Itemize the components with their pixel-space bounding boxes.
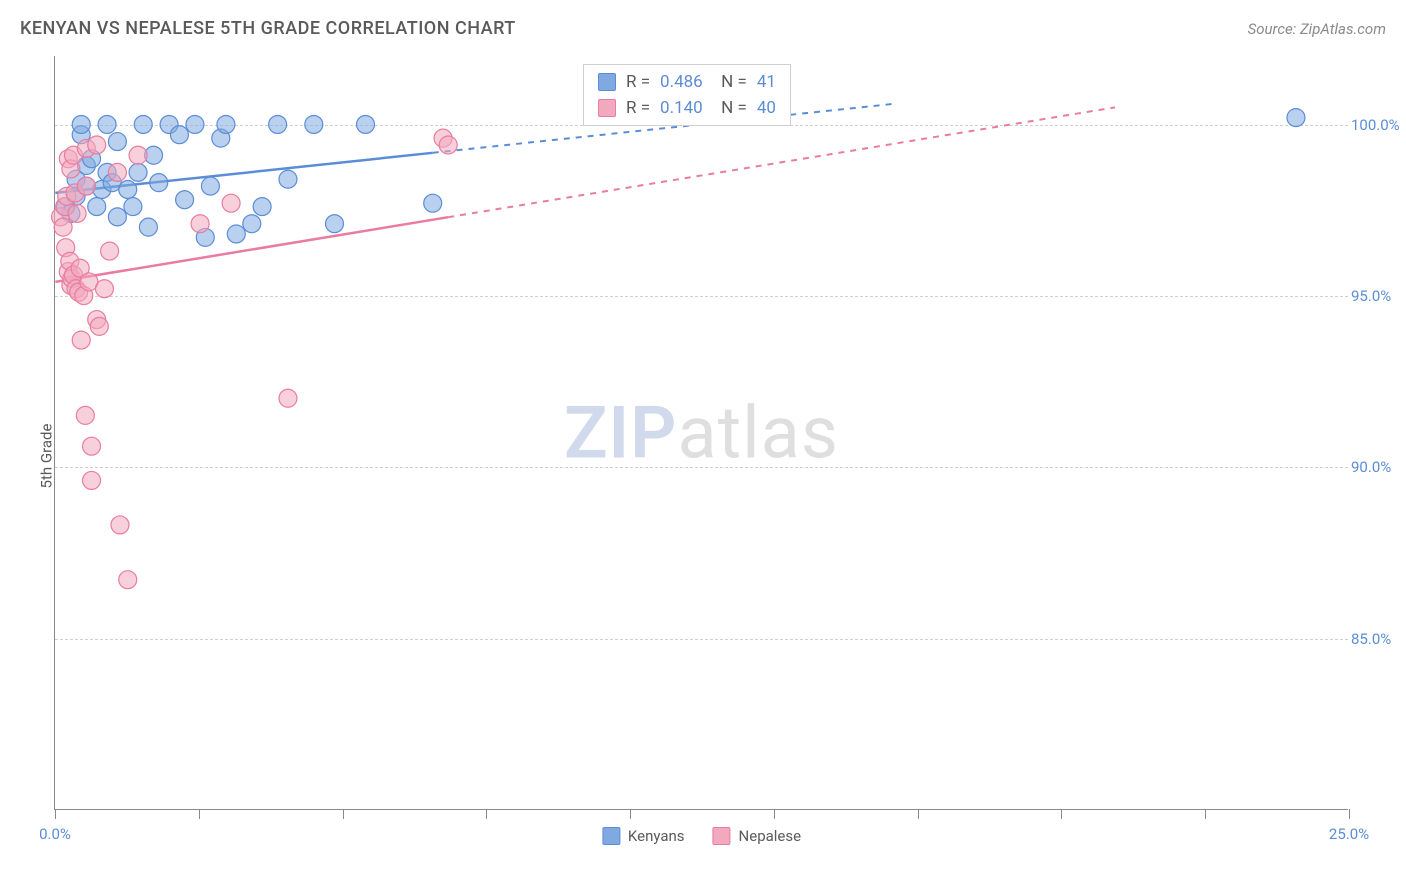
legend-label: Nepalese — [739, 827, 802, 845]
data-point — [90, 317, 108, 335]
stat-r-value: 0.140 — [660, 98, 703, 118]
y-axis-title: 5th Grade — [37, 424, 55, 489]
data-point — [68, 204, 86, 222]
x-tick-label: 25.0% — [1329, 825, 1369, 843]
data-point — [95, 280, 113, 298]
data-point — [222, 194, 240, 212]
data-point — [1287, 109, 1305, 127]
series-swatch — [598, 73, 616, 91]
data-point — [129, 163, 147, 181]
legend-bottom: Kenyans Nepalese — [602, 827, 801, 845]
data-point — [191, 215, 209, 233]
stats-row: R =0.486 N =41 — [584, 69, 790, 95]
stats-box: R =0.486 N =41R =0.140 N =40 — [583, 64, 791, 126]
series-swatch — [598, 99, 616, 117]
plot-svg — [55, 56, 1348, 809]
data-point — [129, 146, 147, 164]
y-tick-label: 90.0% — [1351, 458, 1406, 476]
stat-r-value: 0.486 — [660, 72, 703, 92]
data-point — [279, 170, 297, 188]
data-point — [227, 225, 245, 243]
x-tick — [1205, 809, 1206, 819]
data-point — [134, 115, 152, 133]
data-point — [83, 471, 101, 489]
data-point — [439, 136, 457, 154]
data-point — [108, 133, 126, 151]
stat-n-value: 41 — [757, 72, 776, 92]
data-point — [357, 115, 375, 133]
data-point — [269, 115, 287, 133]
stats-row: R =0.140 N =40 — [584, 95, 790, 121]
data-point — [72, 115, 90, 133]
x-tick — [199, 809, 200, 819]
data-point — [279, 389, 297, 407]
data-point — [253, 198, 271, 216]
x-tick — [55, 809, 56, 819]
data-point — [176, 191, 194, 209]
data-point — [150, 174, 168, 192]
y-tick-label: 100.0% — [1351, 116, 1406, 134]
data-point — [76, 406, 94, 424]
data-point — [201, 177, 219, 195]
y-tick-label: 95.0% — [1351, 287, 1406, 305]
x-tick — [343, 809, 344, 819]
legend-item: Kenyans — [602, 827, 685, 845]
data-point — [72, 331, 90, 349]
data-point — [108, 208, 126, 226]
header: KENYAN VS NEPALESE 5TH GRADE CORRELATION… — [0, 0, 1406, 47]
data-point — [54, 218, 72, 236]
data-point — [77, 177, 95, 195]
source-label: Source: ZipAtlas.com — [1248, 20, 1386, 38]
x-tick — [918, 809, 919, 819]
chart-title: KENYAN VS NEPALESE 5TH GRADE CORRELATION… — [20, 18, 516, 39]
data-point — [326, 215, 344, 233]
data-point — [101, 242, 119, 260]
data-point — [305, 115, 323, 133]
data-point — [88, 136, 106, 154]
data-point — [186, 115, 204, 133]
x-tick — [774, 809, 775, 819]
x-tick — [486, 809, 487, 819]
data-point — [119, 180, 137, 198]
data-point — [98, 115, 116, 133]
x-tick — [630, 809, 631, 819]
data-point — [217, 115, 235, 133]
data-point — [83, 437, 101, 455]
x-tick — [1061, 809, 1062, 819]
legend-label: Kenyans — [628, 827, 685, 845]
legend-item: Nepalese — [713, 827, 802, 845]
data-point — [119, 571, 137, 589]
chart-container: 5th Grade ZIPatlas R =0.486 N =41R =0.14… — [18, 56, 1388, 856]
x-tick — [1349, 809, 1350, 819]
y-tick-label: 85.0% — [1351, 630, 1406, 648]
legend-swatch — [713, 827, 731, 845]
data-point — [139, 218, 157, 236]
x-tick-label: 0.0% — [39, 825, 71, 843]
data-point — [170, 126, 188, 144]
data-point — [111, 516, 129, 534]
data-point — [243, 215, 261, 233]
plot-area: ZIPatlas R =0.486 N =41R =0.140 N =40 Ke… — [54, 56, 1348, 810]
data-point — [88, 198, 106, 216]
stat-n-value: 40 — [757, 98, 776, 118]
legend-swatch — [602, 827, 620, 845]
data-point — [108, 163, 126, 181]
data-point — [424, 194, 442, 212]
data-point — [124, 198, 142, 216]
